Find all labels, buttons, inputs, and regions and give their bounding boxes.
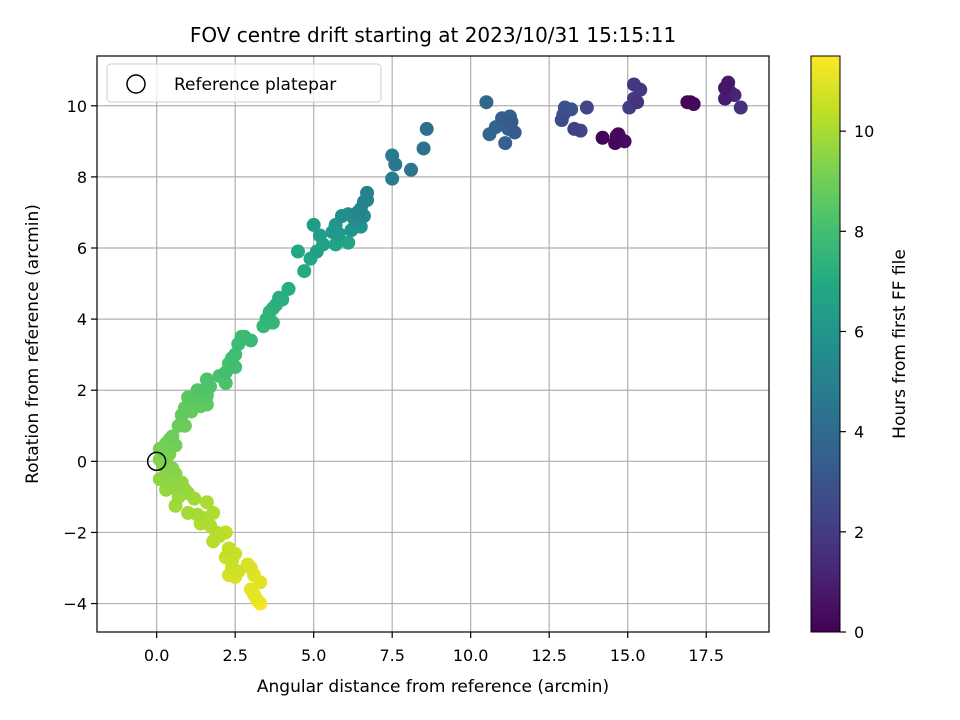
data-point: [221, 541, 236, 556]
data-point: [165, 429, 180, 444]
data-point: [498, 136, 513, 151]
data-point: [419, 121, 434, 136]
x-axis-label: Angular distance from reference (arcmin): [257, 677, 609, 697]
data-point: [281, 281, 296, 296]
colorbar: [810, 55, 841, 633]
data-point: [416, 141, 431, 156]
reference-platepar-marker: [146, 451, 167, 472]
data-point: [171, 418, 186, 433]
data-point: [228, 347, 243, 362]
x-tick-label: 10.0: [453, 646, 489, 665]
colorbar-tick-label: 0: [854, 623, 864, 642]
data-point: [243, 333, 258, 348]
data-point: [557, 100, 572, 115]
y-axis-label: Rotation from reference (arcmin): [23, 204, 43, 484]
data-point: [341, 235, 356, 250]
data-points: [152, 75, 748, 611]
data-point: [306, 217, 321, 232]
data-point: [507, 125, 522, 140]
data-point: [626, 77, 641, 92]
data-point: [504, 114, 519, 129]
y-tick-label: 8: [77, 168, 87, 187]
data-point: [718, 91, 733, 106]
x-tick-label: 7.5: [379, 646, 404, 665]
data-point: [680, 95, 695, 110]
data-point: [567, 121, 582, 136]
x-tick-label: 12.5: [531, 646, 567, 665]
y-tick-label: 2: [77, 381, 87, 400]
x-tick-label: 0.0: [144, 646, 169, 665]
data-point: [290, 244, 305, 259]
legend: Reference platepar: [106, 63, 382, 103]
x-tick-label: 15.0: [610, 646, 646, 665]
plot-frame: [96, 55, 770, 633]
colorbar-tick-label: 6: [854, 322, 864, 341]
data-point: [272, 290, 287, 305]
x-tick-label: 5.0: [301, 646, 326, 665]
data-point: [385, 171, 400, 186]
x-tick-label: 2.5: [222, 646, 247, 665]
data-point: [360, 185, 375, 200]
colorbar-tick-label: 10: [854, 122, 874, 141]
data-point: [199, 372, 214, 387]
legend-entry-label: Reference platepar: [174, 75, 336, 95]
y-tick-label: 4: [77, 310, 87, 329]
chart-title: FOV centre drift starting at 2023/10/31 …: [190, 23, 676, 47]
colorbar-label: Hours from first FF file: [890, 249, 910, 439]
data-point: [177, 401, 192, 415]
data-point: [579, 100, 594, 115]
data-point: [733, 100, 748, 115]
data-point: [328, 237, 343, 252]
y-axis-ticks: −4 −2 0 2 4 6 8 10: [63, 97, 97, 614]
colorbar-tick-label: 2: [854, 523, 864, 542]
y-tick-label: 6: [77, 239, 87, 258]
data-point: [168, 481, 183, 495]
y-tick-label: −4: [63, 595, 87, 614]
y-tick-label: 0: [77, 452, 87, 471]
y-tick-label: −2: [63, 523, 87, 542]
x-axis-ticks: 0.0 2.5 5.0 7.5 10.0 12.5 15.0 17.5: [144, 632, 724, 665]
data-point: [718, 81, 733, 95]
data-point: [608, 136, 623, 151]
data-point: [199, 495, 214, 510]
data-point: [388, 157, 403, 172]
data-point: [595, 130, 610, 145]
colorbar-tick-label: 8: [854, 222, 864, 241]
data-point: [404, 162, 419, 177]
y-tick-label: 10: [67, 97, 87, 116]
data-point: [479, 95, 494, 110]
data-point: [312, 228, 327, 243]
data-point: [297, 264, 312, 279]
data-point: [554, 113, 569, 127]
data-point: [309, 244, 324, 259]
legend-marker: [126, 74, 146, 94]
legend-box: [106, 63, 382, 103]
colorbar-tick-label: 4: [854, 423, 864, 442]
data-point: [630, 95, 645, 110]
colorbar-ticks: 0 2 4 6 8 10: [840, 122, 874, 642]
data-point: [181, 505, 196, 520]
plot-area: [97, 56, 769, 632]
x-tick-label: 17.5: [688, 646, 724, 665]
